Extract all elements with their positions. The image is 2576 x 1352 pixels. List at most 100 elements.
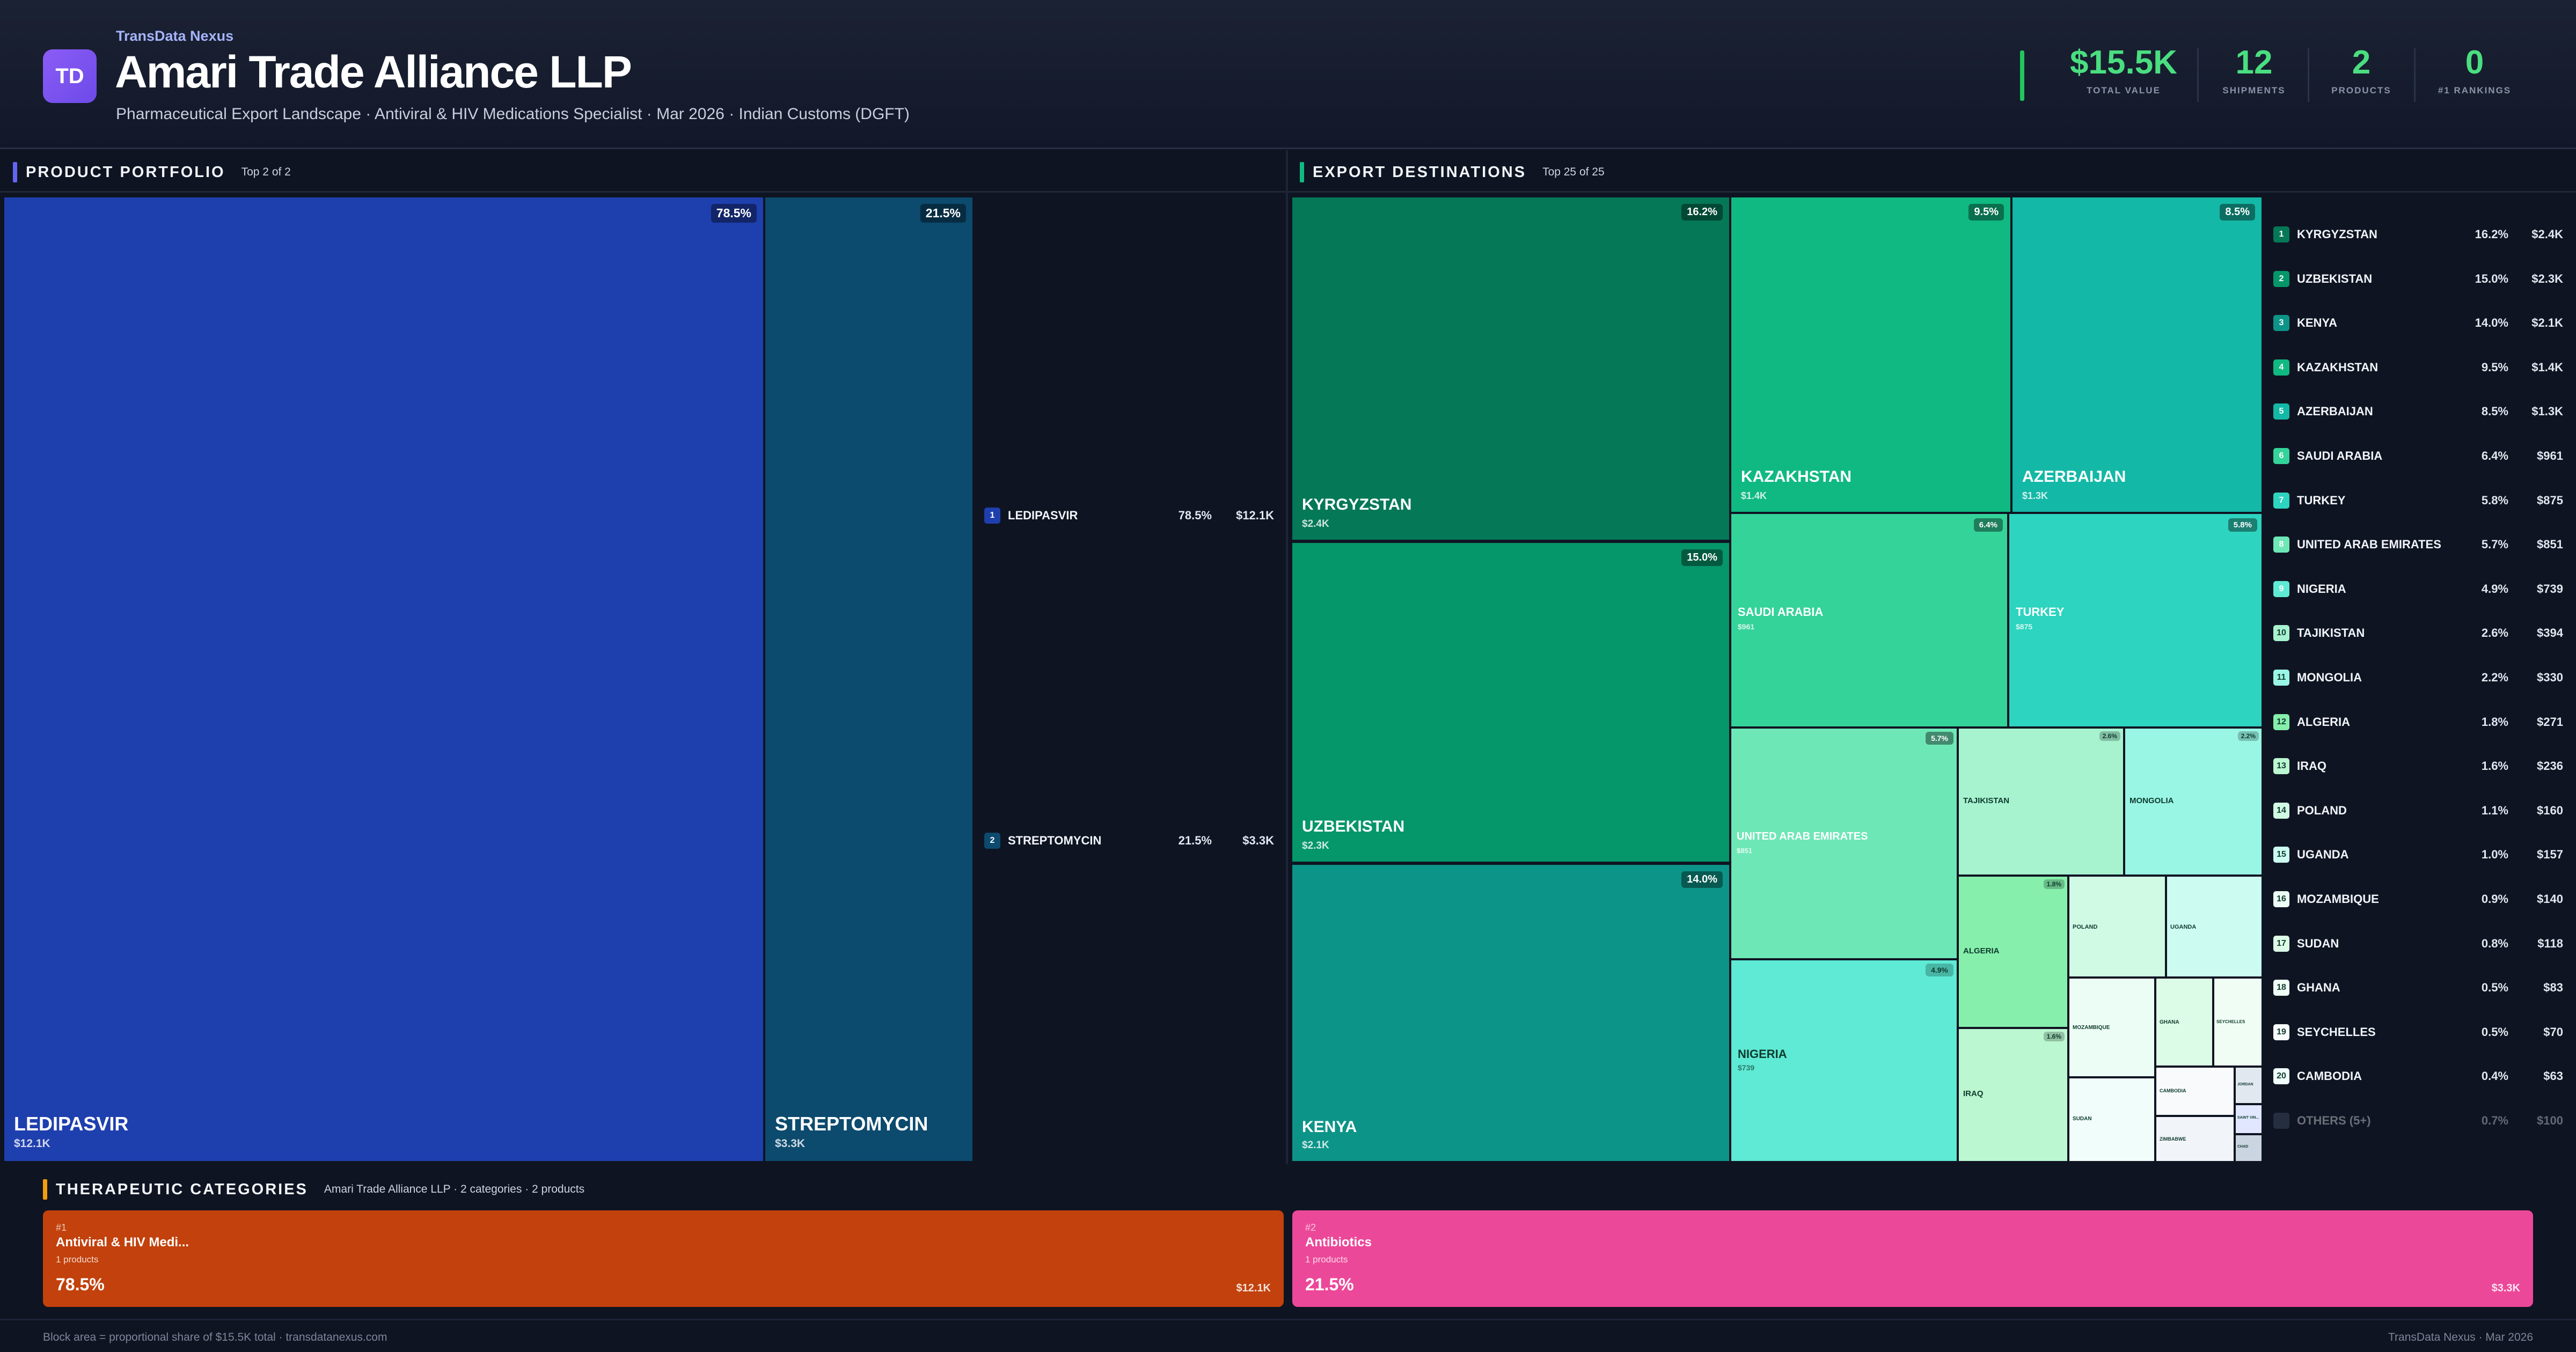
rank-badge: 3 — [2273, 315, 2289, 332]
destination-tile-zimbabwe[interactable]: ZIMBABWE — [2156, 1117, 2234, 1161]
destination-legend-item[interactable]: 3 KENYA 14.0% $2.1K — [2273, 315, 2563, 332]
destination-tile-iraq[interactable]: 1.6% IRAQ — [1959, 1029, 2067, 1161]
rank-badge: 20 — [2273, 1068, 2289, 1085]
legend-name: UGANDA — [2297, 848, 2349, 862]
legend-pct: 9.5% — [2481, 360, 2508, 374]
tile-name: SEYCHELLES — [2216, 1019, 2245, 1024]
tile-name: ZIMBABWE — [2160, 1136, 2186, 1142]
rank-badge: 11 — [2273, 670, 2289, 686]
tile-name: STREPTOMYCIN — [775, 1113, 928, 1135]
destination-legend-item[interactable]: 20 CAMBODIA 0.4% $63 — [2273, 1068, 2563, 1085]
categories-subtitle: Amari Trade Alliance LLP · 2 categories … — [324, 1183, 585, 1195]
destination-legend-item[interactable]: 9 NIGERIA 4.9% $739 — [2273, 581, 2563, 597]
destination-legend-item[interactable]: 2 UZBEKISTAN 15.0% $2.3K — [2273, 270, 2563, 287]
tile-value: $2.1K — [1302, 1140, 1329, 1151]
legend-value: $236 — [2537, 759, 2563, 773]
destination-tile-tajikistan[interactable]: 2.6% TAJIKISTAN — [1959, 729, 2123, 875]
destination-legend-item[interactable]: 12 ALGERIA 1.8% $271 — [2273, 714, 2563, 730]
page-subtitle: Pharmaceutical Export Landscape · Antivi… — [116, 105, 910, 123]
destination-tile-turkey[interactable]: 5.8% TURKEY $875 — [2009, 514, 2262, 726]
destination-legend-item[interactable]: 15 UGANDA 1.0% $157 — [2273, 847, 2563, 863]
destination-tile-algeria[interactable]: 1.8% ALGERIA — [1959, 877, 2067, 1027]
tile-pct: 6.4% — [1973, 518, 2003, 532]
tile-pct: 14.0% — [1681, 871, 1723, 888]
legend-value: $271 — [2537, 715, 2563, 729]
destination-tile-seychelles[interactable]: SEYCHELLES — [2214, 979, 2262, 1066]
product-legend-item[interactable]: 2 STREPTOMYCIN 21.5% $3.3K — [984, 833, 1274, 849]
tile-name: MOZAMBIQUE — [2073, 1025, 2110, 1031]
stat-label: SHIPMENTS — [2222, 85, 2286, 96]
brand-name: TransData Nexus — [116, 28, 234, 44]
destination-tile-saudi-arabia[interactable]: 6.4% SAUDI ARABIA $961 — [1731, 514, 2007, 726]
destination-tile-sudan[interactable]: SUDAN — [2069, 1078, 2154, 1161]
tile-pct: 2.2% — [2237, 731, 2259, 741]
tile-name: SAUDI ARABIA — [1738, 605, 1824, 619]
destination-legend-item[interactable]: 18 GHANA 0.5% $83 — [2273, 980, 2563, 996]
destination-tile-uae[interactable]: 5.7% UNITED ARAB EMIRATES $851 — [1731, 729, 1957, 958]
stat-value: 12 — [2235, 44, 2273, 81]
legend-pct: 6.4% — [2481, 449, 2508, 462]
footer-note: Block area = proportional share of $15.5… — [43, 1331, 387, 1343]
destination-tile-nigeria[interactable]: 4.9% NIGERIA $739 — [1731, 960, 1957, 1161]
product-tile-ledipasvir[interactable]: 78.5% LEDIPASVIR $12.1K — [4, 197, 763, 1161]
destination-legend-item[interactable]: 7 TURKEY 5.8% $875 — [2273, 492, 2563, 509]
destination-tile-poland[interactable]: POLAND — [2069, 877, 2165, 976]
legend-name: MOZAMBIQUE — [2297, 892, 2379, 906]
destination-tile-chad[interactable]: CHAD — [2236, 1135, 2262, 1161]
tile-name: UZBEKISTAN — [1302, 818, 1405, 835]
destination-tile-saint-vincent[interactable]: SAINT VIN... — [2236, 1105, 2262, 1133]
destinations-header: EXPORT DESTINATIONS Top 25 of 25 — [1300, 158, 1605, 187]
legend-pct: 5.7% — [2481, 538, 2508, 552]
stat-total-value: $15.5K TOTAL VALUE — [2064, 45, 2183, 96]
tile-pct: 21.5% — [920, 204, 966, 223]
destination-tile-kazakhstan[interactable]: 9.5% KAZAKHSTAN $1.4K — [1731, 197, 2010, 512]
legend-name: KENYA — [2297, 316, 2337, 330]
legend-pct: 15.0% — [2475, 271, 2508, 285]
legend-name: AZERBAIJAN — [2297, 405, 2373, 418]
category-pct: 21.5% — [1305, 1275, 1354, 1294]
destination-tile-mozambique[interactable]: MOZAMBIQUE — [2069, 979, 2154, 1076]
destination-legend-item[interactable]: 10 TAJIKISTAN 2.6% $394 — [2273, 625, 2563, 642]
stat-shipments: 12 SHIPMENTS — [2211, 45, 2297, 96]
legend-value: $140 — [2537, 892, 2563, 906]
destination-tile-uzbekistan[interactable]: 15.0% UZBEKISTAN $2.3K — [1292, 543, 1729, 862]
destination-legend-item[interactable]: OTHERS (5+) 0.7% $100 — [2273, 1113, 2563, 1129]
destination-tile-cambodia[interactable]: CAMBODIA — [2156, 1068, 2234, 1115]
destination-tile-ghana[interactable]: GHANA — [2156, 979, 2212, 1066]
destination-tile-jordan[interactable]: JORDAN — [2236, 1068, 2262, 1103]
destination-legend-item[interactable]: 16 MOZAMBIQUE 0.9% $140 — [2273, 891, 2563, 907]
destination-tile-uganda[interactable]: UGANDA — [2167, 877, 2262, 976]
destination-legend-item[interactable]: 17 SUDAN 0.8% $118 — [2273, 935, 2563, 952]
destination-legend-item[interactable]: 6 SAUDI ARABIA 6.4% $961 — [2273, 448, 2563, 464]
destination-legend-item[interactable]: 1 KYRGYZSTAN 16.2% $2.4K — [2273, 226, 2563, 243]
product-legend-item[interactable]: 1 LEDIPASVIR 78.5% $12.1K — [984, 508, 1274, 524]
category-card-antibiotics[interactable]: #2 Antibiotics 1 products 21.5% $3.3K — [1292, 1210, 2533, 1307]
tile-pct: 4.9% — [1926, 964, 1953, 976]
legend-pct: 4.9% — [2481, 582, 2508, 596]
destination-legend-item[interactable]: 4 KAZAKHSTAN 9.5% $1.4K — [2273, 359, 2563, 376]
rank-badge: 4 — [2273, 359, 2289, 376]
destination-tile-azerbaijan[interactable]: 8.5% AZERBAIJAN $1.3K — [2012, 197, 2262, 512]
destination-legend-item[interactable]: 14 POLAND 1.1% $160 — [2273, 802, 2563, 819]
legend-pct: 1.1% — [2481, 803, 2508, 817]
destination-tile-mongolia[interactable]: 2.2% MONGOLIA — [2125, 729, 2262, 875]
destination-legend-item[interactable]: 8 UNITED ARAB EMIRATES 5.7% $851 — [2273, 537, 2563, 553]
product-tile-streptomycin[interactable]: 21.5% STREPTOMYCIN $3.3K — [765, 197, 972, 1161]
legend-value: $12.1K — [1236, 509, 1274, 522]
legend-name: NIGERIA — [2297, 582, 2346, 596]
stat-value: $15.5K — [2070, 44, 2177, 81]
destination-tile-kenya[interactable]: 14.0% KENYA $2.1K — [1292, 865, 1729, 1161]
legend-value: $2.4K — [2531, 227, 2563, 241]
destination-legend-item[interactable]: 19 SEYCHELLES 0.5% $70 — [2273, 1024, 2563, 1040]
category-card-antiviral[interactable]: #1 Antiviral & HIV Medi... 1 products 78… — [43, 1210, 1284, 1307]
legend-name: SEYCHELLES — [2297, 1025, 2376, 1039]
tile-value: $1.3K — [2022, 490, 2048, 501]
destination-legend-item[interactable]: 13 IRAQ 1.6% $236 — [2273, 758, 2563, 775]
destination-tile-kyrgyzstan[interactable]: 16.2% KYRGYZSTAN $2.4K — [1292, 197, 1729, 540]
legend-name: STREPTOMYCIN — [1008, 834, 1102, 847]
legend-name: GHANA — [2297, 981, 2340, 995]
category-name: Antibiotics — [1305, 1235, 1372, 1250]
destination-legend-item[interactable]: 5 AZERBAIJAN 8.5% $1.3K — [2273, 403, 2563, 420]
destination-legend-item[interactable]: 11 MONGOLIA 2.2% $330 — [2273, 670, 2563, 686]
category-value: $12.1K — [1236, 1282, 1271, 1294]
